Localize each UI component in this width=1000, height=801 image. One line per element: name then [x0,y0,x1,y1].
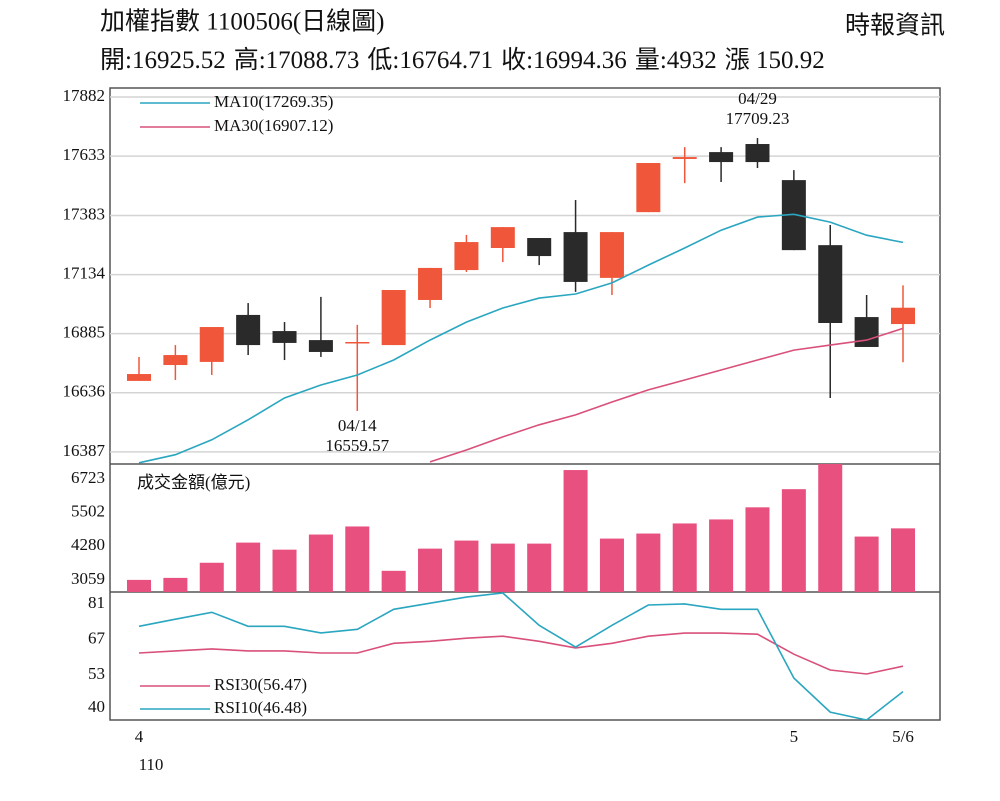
annotation-date: 04/14 [338,416,377,435]
line [429,327,904,463]
y-tick-label: 17882 [63,86,106,105]
bar [381,570,406,592]
y-tick-label: 53 [88,664,105,683]
bar [818,464,843,592]
candle-body [854,317,879,347]
y-tick-label: 16885 [63,323,106,342]
x-tick-label: 4 [135,727,144,746]
quote-item: 量:4932 [635,47,717,74]
candle-body [126,374,152,381]
quote-item: 開:16925.52 [100,47,226,74]
y-tick-label: 17383 [63,204,106,223]
panel-title: 成交金額(億元) [137,473,250,492]
annotation-date: 04/29 [738,89,777,108]
candle-body [454,242,479,271]
quote-item: 收:16994.36 [501,46,627,74]
bar [781,489,806,592]
candle-body [163,355,188,366]
quote-item: 漲 150.92 [725,46,825,74]
candle-body [818,245,843,323]
legend-label: MA30(16907.12) [214,116,333,135]
candle-body [709,152,734,163]
y-tick-label: 67 [88,628,106,647]
legend-label: MA10(17269.35) [214,92,333,111]
bar [854,536,879,592]
bar [308,534,333,592]
candle-body [599,232,624,278]
plot-area [126,138,916,464]
candle-body [672,157,697,159]
plot-area [138,592,904,720]
candle-body [636,163,661,213]
candle-body [381,290,406,346]
candle-body [272,331,297,343]
y-tick-label: 17633 [63,145,106,164]
quote-item: 高:17088.73 [234,46,360,74]
y-tick-label: 17134 [63,263,106,282]
legend-label: RSI10(46.48) [214,698,307,717]
candle-body [308,340,333,352]
x-tick-label: 5/6 [892,727,914,746]
x-tick-label: 5 [790,727,799,746]
y-tick-label: 5502 [71,502,105,521]
bar [890,528,916,592]
bar [672,523,697,592]
bar [418,548,443,592]
legend-label: RSI30(56.47) [214,675,307,694]
candle-body [418,267,443,300]
bar [745,507,770,592]
y-tick-label: 16636 [63,382,106,401]
quote-item: 低:16764.71 [367,46,493,74]
bar [490,543,515,592]
bar [236,542,261,592]
candle-body [490,227,515,248]
y-tick-label: 3059 [71,569,105,588]
y-tick-label: 16387 [63,441,106,460]
candle-body [745,144,770,163]
title: 加權指數 1100506(日線圖) [100,8,384,36]
source: 時報資訊 [845,12,945,40]
bar [163,577,188,592]
bar [199,562,224,592]
frame [109,87,941,721]
annotation-value: 16559.57 [325,436,389,455]
line [138,592,904,720]
bar [126,579,152,592]
line [138,213,904,464]
bar [563,470,588,592]
y-tick-label: 6723 [71,468,105,487]
candle-body [527,238,552,257]
candle-body [199,327,224,362]
bar [345,526,370,592]
x-sublabel: 110 [139,755,164,774]
bar [454,540,479,592]
y-tick-label: 40 [88,697,105,716]
bar [636,533,661,592]
candle-body [345,341,370,344]
y-tick-label: 81 [88,593,105,612]
candle-body [890,307,916,325]
candle-body [563,232,588,282]
quote-line: 開:16925.52 高:17088.73 低:16764.71 收:16994.36… [100,46,825,74]
annotation-value: 17709.23 [726,109,790,128]
bar [709,519,734,592]
bar [599,538,624,592]
y-tick-label: 4280 [71,535,105,554]
bar [272,549,297,592]
bar [527,543,552,592]
candle-body [236,314,261,346]
